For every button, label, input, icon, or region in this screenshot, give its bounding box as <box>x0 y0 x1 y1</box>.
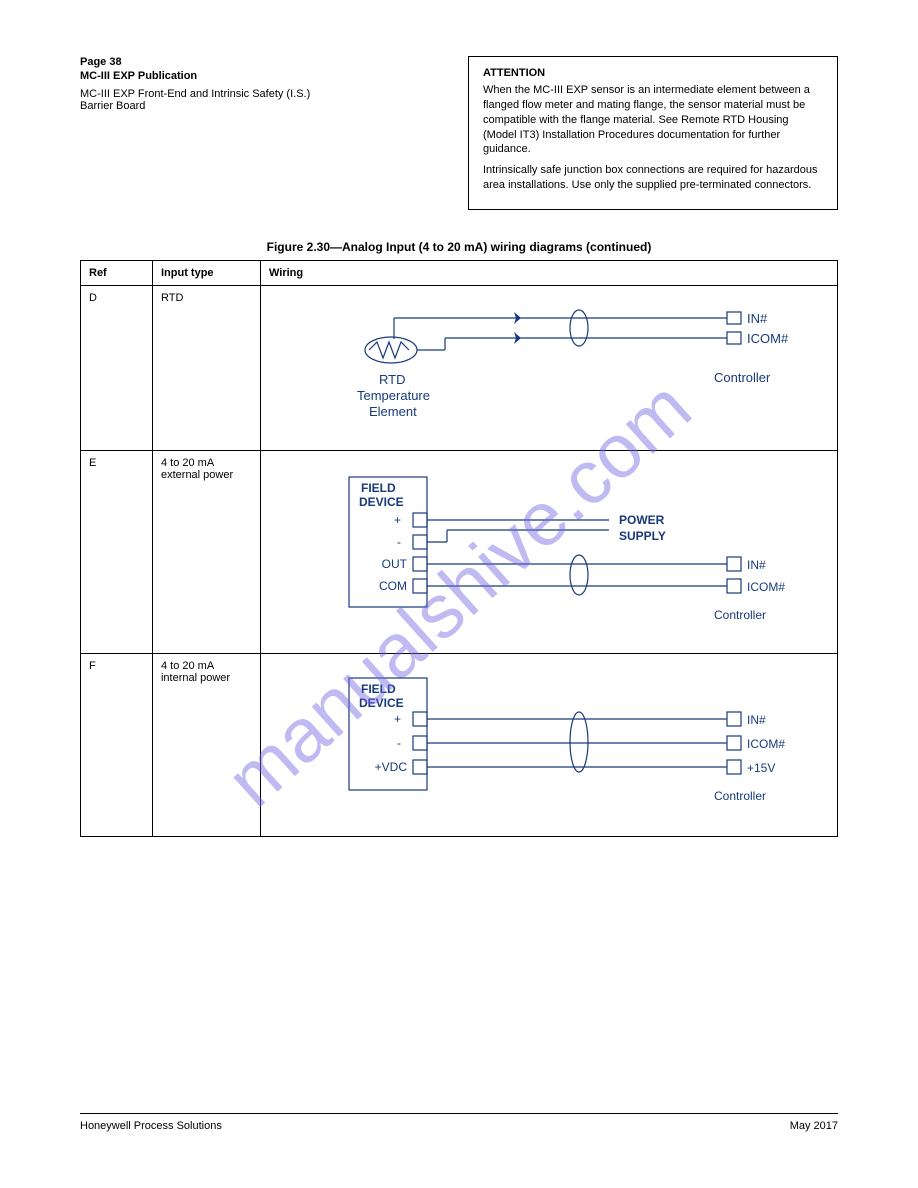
svg-text:+15V: +15V <box>747 761 775 775</box>
svg-text:-: - <box>397 736 401 750</box>
table-header-ref: Ref <box>81 260 153 285</box>
svg-text:FIELD: FIELD <box>361 682 396 696</box>
cell-type: 4 to 20 mA internal power <box>152 653 260 836</box>
cell-ref: E <box>81 450 153 653</box>
model-line-1: MC-III EXP Front-End and Intrinsic Safet… <box>80 88 468 100</box>
svg-text:RTD: RTD <box>379 372 405 387</box>
svg-text:IN#: IN# <box>747 311 768 326</box>
svg-text:Element: Element <box>369 404 417 419</box>
table-header-wiring: Wiring <box>261 260 838 285</box>
page-footer: Honeywell Process Solutions May 2017 <box>80 1113 838 1132</box>
svg-text:SUPPLY: SUPPLY <box>619 529 666 543</box>
table-header-type: Input type <box>152 260 260 285</box>
wiring-table: Ref Input type Wiring D RTD <box>80 260 838 837</box>
svg-text:+VDC: +VDC <box>375 760 408 774</box>
table-row: E 4 to 20 mA external power <box>81 450 838 653</box>
svg-text:+: + <box>394 712 401 726</box>
int-power-diagram-svg: FIELD DEVICE + - +VDC IN# ICOM# +15V Con… <box>269 660 829 828</box>
svg-text:DEVICE: DEVICE <box>359 495 404 509</box>
svg-text:+: + <box>394 513 401 527</box>
svg-text:COM: COM <box>379 579 407 593</box>
svg-text:POWER: POWER <box>619 513 665 527</box>
publication-label: MC-III EXP Publication <box>80 70 468 82</box>
svg-text:IN#: IN# <box>747 713 766 727</box>
footer-right: May 2017 <box>790 1120 838 1132</box>
svg-text:ICOM#: ICOM# <box>747 580 785 594</box>
svg-text:Temperature: Temperature <box>357 388 430 403</box>
cell-diagram-ext-power: FIELD DEVICE + - OUT COM POWER SUPPLY IN… <box>261 450 838 653</box>
svg-text:ICOM#: ICOM# <box>747 737 785 751</box>
header-block: Page 38 MC-III EXP Publication MC-III EX… <box>80 56 468 210</box>
svg-text:-: - <box>397 535 401 549</box>
attention-paragraph-1: When the MC-III EXP sensor is an interme… <box>483 83 823 157</box>
ext-power-diagram-svg: FIELD DEVICE + - OUT COM POWER SUPPLY IN… <box>269 457 829 645</box>
table-row: F 4 to 20 mA internal power <box>81 653 838 836</box>
svg-text:DEVICE: DEVICE <box>359 696 404 710</box>
page-number: Page 38 <box>80 56 468 68</box>
svg-text:FIELD: FIELD <box>361 481 396 495</box>
svg-text:ICOM#: ICOM# <box>747 331 789 346</box>
attention-title: ATTENTION <box>483 67 823 79</box>
svg-text:IN#: IN# <box>747 558 766 572</box>
rtd-diagram-svg: IN# ICOM# Controller RTD Temperature Ele… <box>269 292 829 442</box>
svg-text:Controller: Controller <box>714 789 766 803</box>
model-line-2: Barrier Board <box>80 100 468 112</box>
cell-diagram-rtd: IN# ICOM# Controller RTD Temperature Ele… <box>261 285 838 450</box>
svg-text:Controller: Controller <box>714 370 771 385</box>
cell-ref: D <box>81 285 153 450</box>
cell-diagram-int-power: FIELD DEVICE + - +VDC IN# ICOM# +15V Con… <box>261 653 838 836</box>
attention-paragraph-2: Intrinsically safe junction box connecti… <box>483 163 823 193</box>
table-row: D RTD <box>81 285 838 450</box>
cell-type: 4 to 20 mA external power <box>152 450 260 653</box>
svg-text:Controller: Controller <box>714 608 766 622</box>
footer-left: Honeywell Process Solutions <box>80 1120 222 1132</box>
cell-ref: F <box>81 653 153 836</box>
cell-type: RTD <box>152 285 260 450</box>
figure-caption: Figure 2.30—Analog Input (4 to 20 mA) wi… <box>80 240 838 254</box>
attention-box: ATTENTION When the MC-III EXP sensor is … <box>468 56 838 210</box>
svg-text:OUT: OUT <box>382 557 408 571</box>
